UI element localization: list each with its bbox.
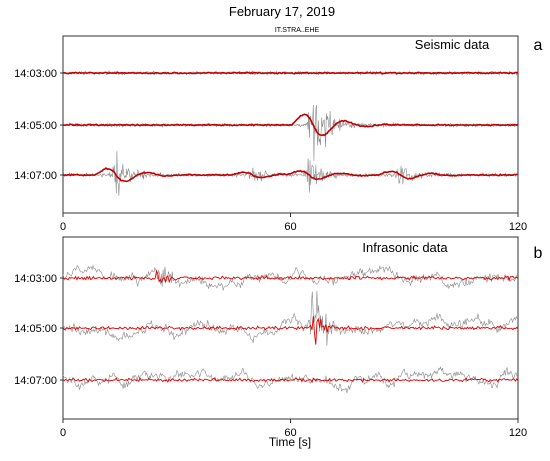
panel-a-letter: a	[534, 37, 543, 54]
trace-1-raw-signal	[62, 290, 519, 346]
panel-a-title: Seismic data	[415, 37, 490, 52]
x-tick-label-1: 60	[284, 427, 296, 439]
trace-2-raw-signal	[62, 151, 519, 196]
x-tick-label-0: 0	[60, 221, 66, 233]
panel-a-x-ticks: 0 60 120	[60, 213, 527, 233]
y-tick-label-2: 14:07:00	[14, 375, 57, 387]
y-tick-label-0: 14:03:00	[14, 273, 57, 285]
panel-a-y-tick-labels: 14:03:00 14:05:00 14:07:00	[14, 68, 63, 182]
trace-0	[62, 70, 519, 76]
x-tick-label-1: 60	[284, 221, 296, 233]
trace-2-raw-signal	[62, 366, 518, 393]
trace-0-red-signal	[63, 71, 519, 75]
panel-b-x-ticks: 0 60 120	[60, 419, 527, 439]
y-tick-label-1: 14:05:00	[14, 323, 57, 335]
trace-1	[62, 104, 519, 161]
y-tick-label-2: 14:07:00	[14, 170, 57, 182]
trace-1-red-signal	[62, 316, 519, 345]
panel-b-title: Infrasonic data	[362, 240, 448, 255]
x-tick-label-0: 0	[60, 427, 66, 439]
panel-a-traces	[62, 70, 519, 196]
panel-b-traces	[62, 264, 519, 393]
panel-b-y-tick-labels: 14:03:00 14:05:00 14:07:00	[14, 273, 63, 387]
trace-2	[62, 151, 519, 196]
x-axis-label: Time [s]	[269, 435, 311, 449]
trace-2-red-signal	[62, 377, 519, 383]
y-tick-label-0: 14:03:00	[14, 68, 57, 80]
x-tick-label-2: 120	[509, 427, 527, 439]
trace-0	[62, 264, 519, 291]
trace-1-red-signal	[62, 113, 519, 137]
trace-1	[62, 290, 519, 346]
x-tick-label-2: 120	[509, 221, 527, 233]
panel-a: Seismic data a 14:03:0014:05:0014:07:00 …	[14, 35, 543, 233]
figure-subtitle: IT.STRA..EHE	[275, 27, 320, 34]
y-tick-label-1: 14:05:00	[14, 120, 57, 132]
trace-2	[62, 366, 519, 393]
figure-title: February 17, 2019	[229, 4, 335, 19]
trace-0-red-signal	[62, 269, 519, 284]
trace-0-raw-signal	[62, 264, 519, 291]
panel-b: Infrasonic data b 14:03:00 14:05:00 14:07:…	[14, 236, 543, 439]
panel-b-letter: b	[534, 245, 543, 262]
trace-2-red-signal	[62, 167, 519, 183]
